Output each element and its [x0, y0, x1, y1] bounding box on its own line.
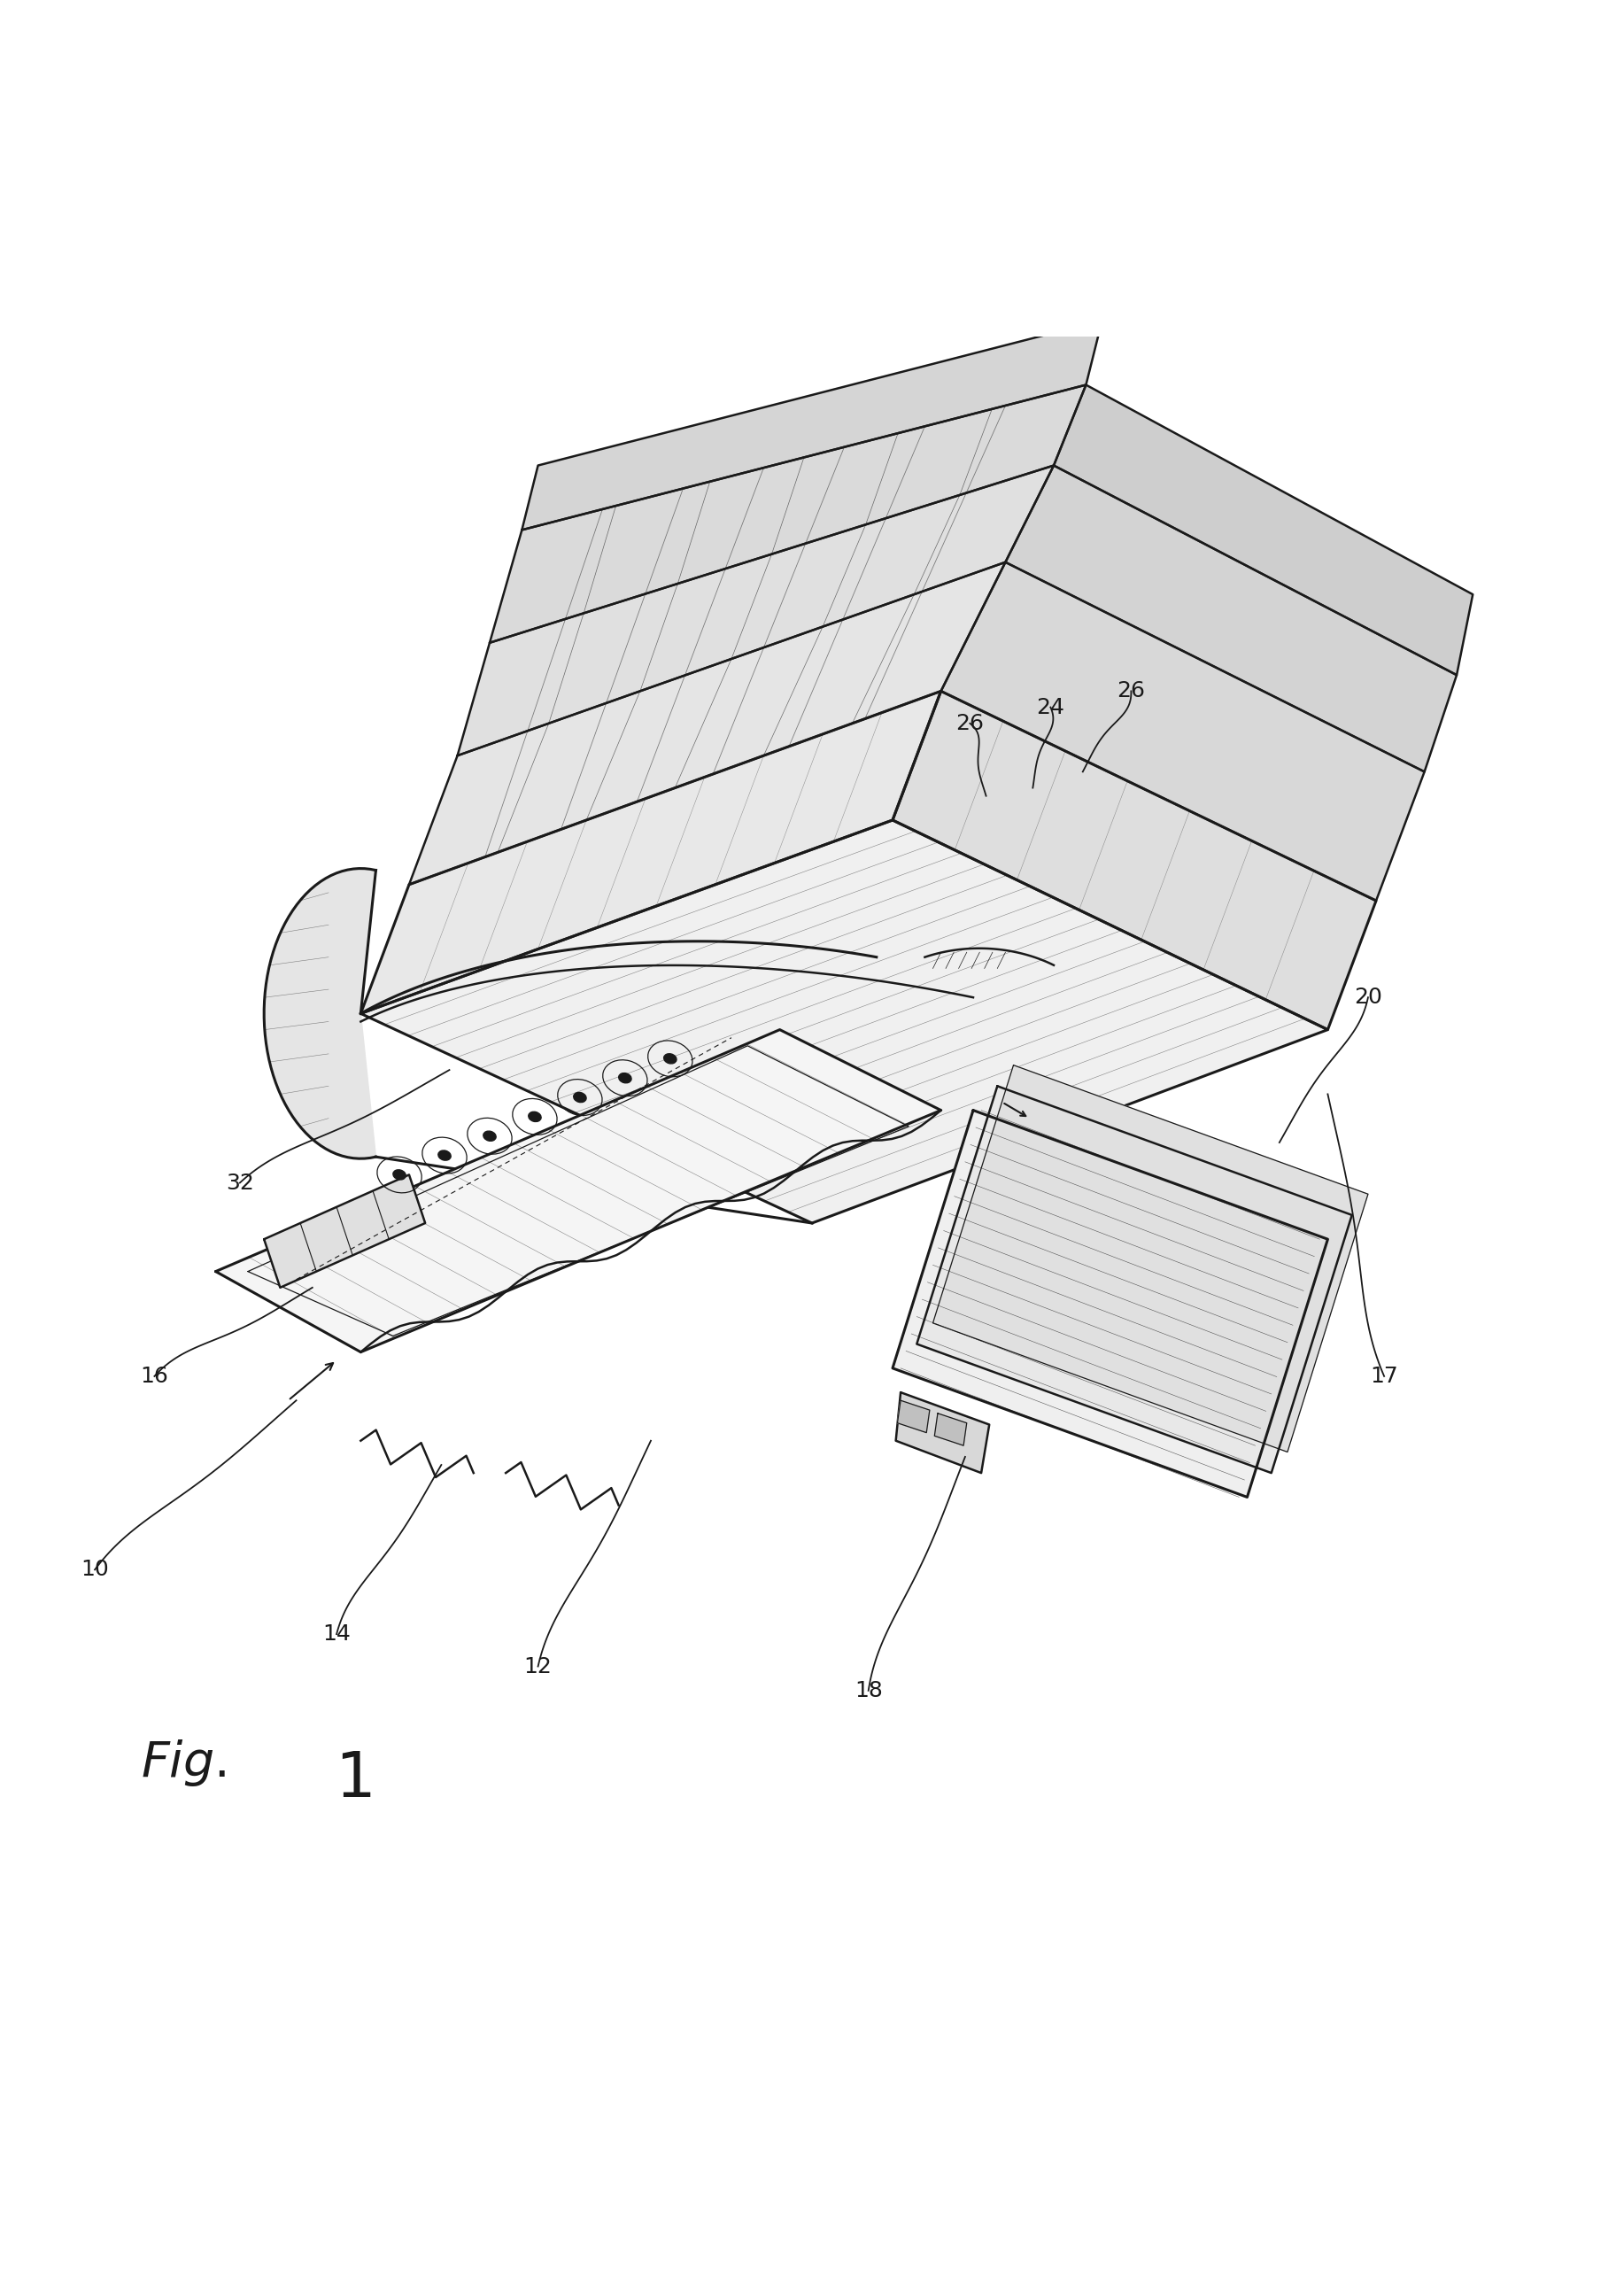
Polygon shape: [893, 690, 1376, 1031]
Text: 26: 26: [1117, 681, 1145, 701]
Ellipse shape: [484, 1131, 495, 1140]
Polygon shape: [521, 320, 1103, 530]
Text: 24: 24: [1036, 697, 1065, 717]
Polygon shape: [458, 466, 1054, 756]
Text: 12: 12: [525, 1657, 552, 1677]
Text: 10: 10: [81, 1558, 109, 1581]
Text: 17: 17: [1371, 1366, 1398, 1387]
Text: 16: 16: [140, 1366, 169, 1387]
Text: 20: 20: [1354, 987, 1382, 1008]
Text: 18: 18: [854, 1679, 882, 1702]
Text: 32: 32: [226, 1172, 253, 1193]
Text: $\mathit{1}$: $\mathit{1}$: [335, 1748, 370, 1810]
Polygon shape: [940, 562, 1424, 900]
Polygon shape: [896, 1392, 989, 1474]
Text: 26: 26: [957, 713, 984, 733]
Ellipse shape: [393, 1170, 406, 1179]
Polygon shape: [1005, 466, 1457, 772]
Polygon shape: [216, 1031, 940, 1353]
Ellipse shape: [438, 1149, 451, 1161]
Polygon shape: [265, 1174, 425, 1286]
Polygon shape: [265, 868, 375, 1158]
Ellipse shape: [573, 1092, 586, 1101]
Text: 14: 14: [323, 1625, 351, 1645]
Polygon shape: [898, 1401, 929, 1433]
Ellipse shape: [619, 1074, 632, 1083]
Polygon shape: [893, 1111, 1328, 1497]
Polygon shape: [490, 384, 1086, 642]
Polygon shape: [361, 690, 940, 1015]
Polygon shape: [934, 1414, 966, 1446]
Polygon shape: [932, 1065, 1367, 1451]
Polygon shape: [1054, 384, 1473, 674]
Ellipse shape: [528, 1113, 541, 1122]
Text: $\mathit{Fig}.$: $\mathit{Fig}.$: [141, 1739, 226, 1789]
Polygon shape: [361, 820, 1328, 1222]
Ellipse shape: [664, 1053, 677, 1063]
Polygon shape: [409, 562, 1005, 884]
Polygon shape: [918, 1085, 1351, 1474]
